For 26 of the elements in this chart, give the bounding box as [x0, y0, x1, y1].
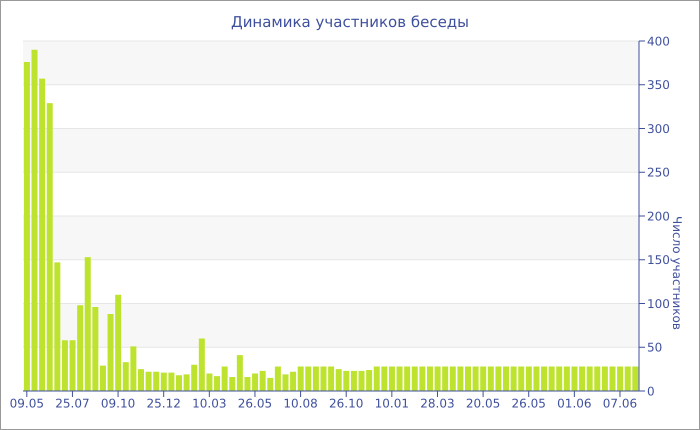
chart-title: Динамика участников беседы [230, 13, 470, 31]
y-tick-label: 150 [647, 253, 670, 268]
x-tick-label: 01.06 [557, 396, 592, 411]
x-tick-label: 09.05 [10, 396, 44, 411]
y-tick-label: 400 [647, 34, 670, 48]
x-tick-label: 25.12 [146, 396, 181, 411]
x-tick-label: 09.10 [100, 396, 136, 411]
x-tick-label: 10.03 [192, 396, 226, 411]
y-tick-label: 200 [647, 209, 670, 224]
x-tick-label: 20.05 [466, 396, 500, 411]
y-tick-label: 300 [647, 122, 670, 136]
x-tick-label: 26.05 [512, 396, 546, 411]
x-tick-label: 26.05 [238, 396, 272, 411]
x-tick-label: 07.06 [602, 396, 638, 411]
y-axis-title: Число участников [670, 216, 684, 330]
y-tick-label: 0 [647, 384, 655, 398]
y-tick-label: 50 [647, 340, 662, 355]
x-tick-label: 25.07 [55, 396, 90, 411]
y-tick-label: 100 [647, 296, 670, 311]
x-tick-label: 10.08 [283, 396, 318, 411]
bar [632, 366, 638, 391]
x-tick-label: 10.01 [374, 396, 410, 411]
y-tick-label: 250 [647, 166, 670, 180]
y-tick-label: 350 [647, 78, 670, 92]
x-tick-label: 26.10 [329, 396, 364, 411]
x-tick-label: 28.03 [420, 396, 455, 411]
